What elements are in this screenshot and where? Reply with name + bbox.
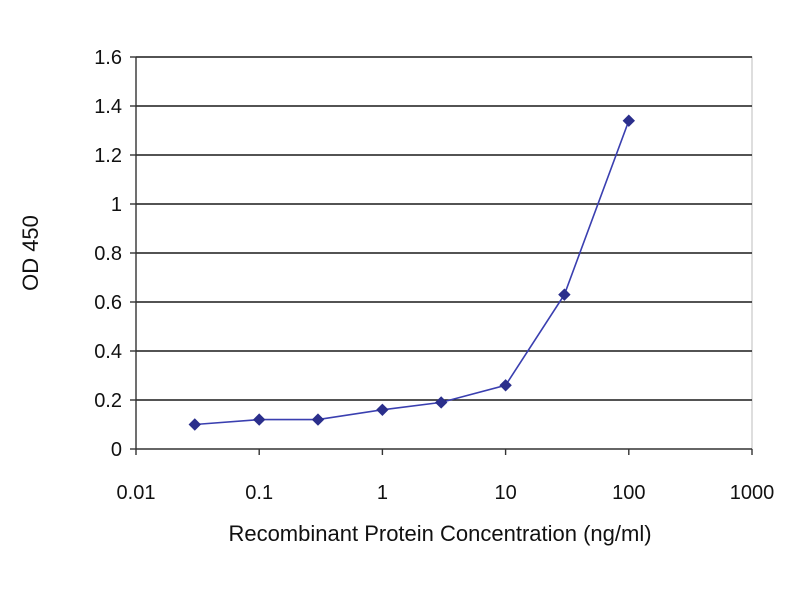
series-line — [194, 120, 630, 426]
x-tick-label: 10 — [494, 482, 516, 504]
y-tick-label: 1 — [111, 194, 122, 216]
y-tick-label: 0 — [111, 439, 122, 461]
axes — [130, 56, 753, 455]
data-point-marker — [311, 413, 325, 426]
x-axis-label: Recombinant Protein Concentration (ng/ml… — [228, 521, 651, 546]
data-point-marker — [188, 418, 201, 431]
x-tick-label: 0.1 — [245, 482, 273, 504]
x-tick-label: 0.01 — [117, 482, 156, 504]
data-point-marker — [434, 396, 448, 409]
grid-lines — [136, 56, 752, 401]
tick-labels: 0 0.2 0.4 0.6 0.8 1 1.2 1.4 1.6 0.01 0.1 1 10 100 1000 — [94, 47, 774, 504]
y-tick-label: 0.2 — [94, 390, 122, 412]
data-point-marker — [622, 114, 636, 127]
y-tick-label: 0.4 — [94, 341, 122, 363]
y-tick-label: 1.6 — [94, 47, 122, 69]
y-tick-label: 1.4 — [94, 96, 122, 118]
x-tick-label: 1000 — [730, 482, 775, 504]
x-tick-label: 1 — [377, 482, 388, 504]
y-tick-label: 0.8 — [94, 243, 122, 265]
x-tick-label: 100 — [612, 482, 645, 504]
data-point-marker — [252, 413, 266, 426]
series-layer — [188, 114, 636, 431]
y-tick-label: 0.6 — [94, 292, 122, 314]
y-tick-label: 1.2 — [94, 145, 122, 167]
data-point-marker — [499, 379, 512, 392]
data-point-marker — [376, 403, 389, 417]
data-point-marker — [558, 288, 571, 301]
y-axis-label: OD 450 — [18, 215, 43, 291]
